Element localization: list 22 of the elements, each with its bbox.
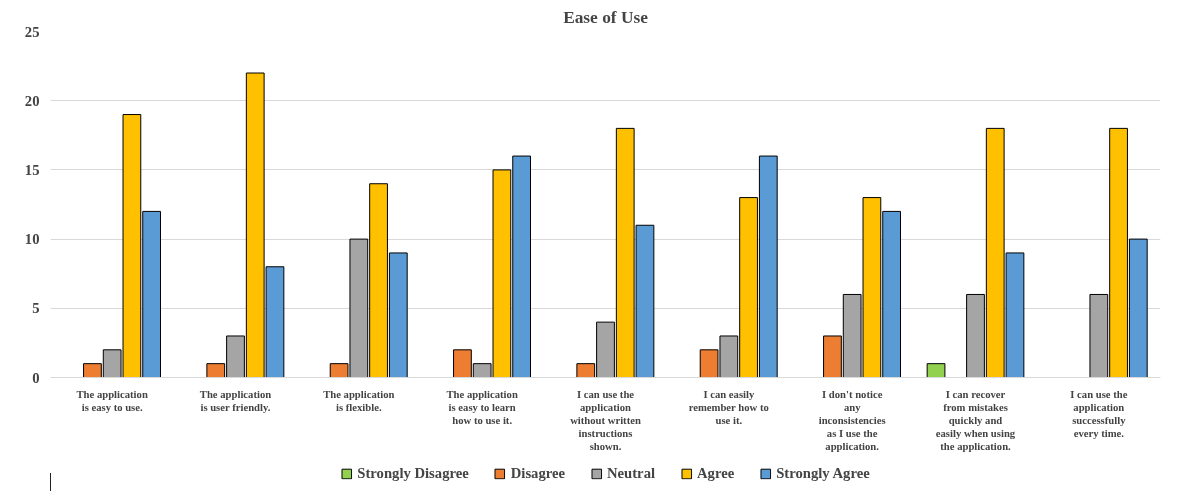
y-tick-label: 20 bbox=[24, 92, 40, 109]
x-tick-label: I don't notice any inconsistencies as I use the application. bbox=[818, 388, 886, 453]
x-tick-label: I can recover from mistakes quickly and easily when using the application. bbox=[935, 388, 1016, 453]
x-tick-label: The application is easy to use. bbox=[76, 388, 148, 413]
legend-label: Strongly Agree bbox=[776, 464, 870, 482]
bar bbox=[926, 363, 946, 378]
x-tick-label: The application is flexible. bbox=[323, 388, 395, 413]
legend-label: Neutral bbox=[607, 464, 656, 482]
legend-label: Disagree bbox=[510, 464, 565, 482]
y-tick-label: 0 bbox=[32, 369, 40, 386]
x-tick-label: I can use the application without written instructions shown. bbox=[570, 388, 641, 453]
x-tick-label: The application is user friendly. bbox=[199, 388, 272, 413]
legend-label: Agree bbox=[697, 464, 735, 482]
legend-label: Strongly Disagree bbox=[357, 464, 469, 482]
y-tick-label: 10 bbox=[24, 231, 40, 248]
y-tick-label: 5 bbox=[32, 300, 40, 317]
y-tick-label: 25 bbox=[24, 23, 40, 40]
x-tick-label: The application is easy to learn how to use it. bbox=[446, 388, 518, 426]
chart-title: Ease of Use bbox=[563, 7, 649, 27]
x-tick-label: I can use the application successfully every time. bbox=[1070, 388, 1128, 440]
y-tick-label: 15 bbox=[24, 161, 40, 178]
x-tick-label: I can easily remember how to use it. bbox=[688, 388, 769, 426]
